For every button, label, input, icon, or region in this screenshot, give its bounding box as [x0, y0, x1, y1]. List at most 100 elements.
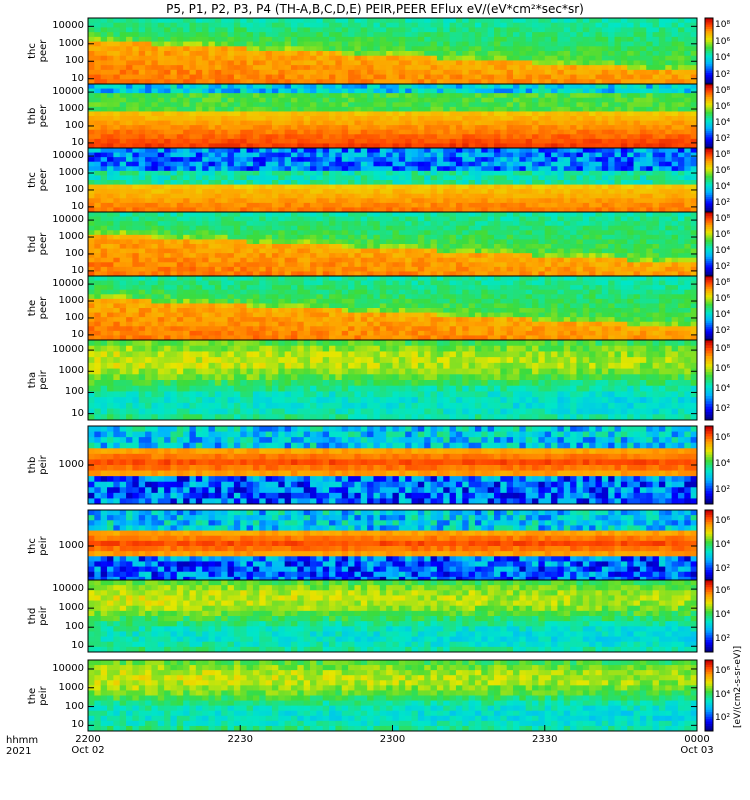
heatmap-cell — [360, 97, 368, 103]
heatmap-cell — [576, 51, 584, 57]
heatmap-cell — [208, 207, 216, 213]
heatmap-cell — [252, 161, 260, 167]
heatmap-cell — [595, 120, 603, 126]
heatmap-cell — [138, 138, 146, 144]
heatmap-cell — [487, 102, 495, 108]
heatmap-cell — [386, 157, 393, 163]
heatmap-cell — [278, 161, 286, 167]
heatmap-cell — [557, 102, 565, 108]
heatmap-cell — [608, 84, 615, 89]
heatmap-cell — [595, 27, 603, 33]
heatmap-cell — [373, 152, 381, 158]
colorbar-segment — [705, 64, 713, 67]
heatmap-cell — [195, 116, 203, 121]
heatmap-cell — [360, 60, 368, 66]
heatmap-cell — [322, 51, 330, 57]
heatmap-cell — [151, 22, 159, 28]
heatmap-cell — [252, 116, 260, 121]
heatmap-cell — [132, 55, 140, 61]
heatmap-cell — [271, 239, 279, 245]
heatmap-cell — [291, 207, 298, 213]
heatmap-cell — [544, 116, 552, 121]
heatmap-cell — [436, 55, 444, 61]
heatmap-cell — [151, 170, 159, 176]
heatmap-cell — [557, 60, 565, 66]
heatmap-cell — [627, 143, 634, 149]
heatmap-cell — [157, 18, 165, 24]
heatmap-cell — [195, 244, 203, 249]
heatmap-cell — [246, 180, 254, 185]
heatmap-cell — [449, 79, 457, 85]
heatmap-cell — [183, 166, 190, 172]
heatmap-cell — [291, 157, 298, 163]
heatmap-cell — [138, 55, 146, 61]
heatmap-cell — [227, 102, 235, 108]
heatmap-cell — [430, 60, 438, 66]
heatmap-cell — [291, 253, 298, 259]
heatmap-cell — [322, 189, 330, 195]
heatmap-cell — [532, 69, 539, 75]
heatmap-cell — [443, 125, 450, 131]
heatmap-cell — [221, 262, 228, 268]
heatmap-cell — [411, 32, 419, 38]
heatmap-cell — [329, 189, 336, 195]
heatmap-cell — [227, 193, 235, 199]
heatmap-cell — [354, 166, 362, 172]
heatmap-cell — [455, 184, 463, 190]
heatmap-cell — [113, 88, 121, 94]
heatmap-cell — [100, 79, 108, 85]
heatmap-cell — [278, 60, 286, 66]
heatmap-cell — [455, 166, 463, 172]
heatmap-cell — [310, 97, 317, 103]
heatmap-cell — [335, 134, 343, 140]
heatmap-cell — [481, 143, 489, 149]
heatmap-cell — [462, 230, 470, 236]
heatmap-cell — [601, 22, 609, 28]
heatmap-cell — [329, 193, 336, 199]
heatmap-cell — [487, 120, 495, 126]
heatmap-cell — [316, 148, 324, 153]
heatmap-cell — [468, 88, 476, 94]
heatmap-cell — [430, 170, 438, 176]
heatmap-cell — [614, 138, 622, 144]
heatmap-cell — [88, 230, 95, 236]
heatmap-cell — [417, 175, 425, 181]
heatmap-cell — [360, 41, 368, 47]
heatmap-cell — [265, 271, 273, 277]
heatmap-cell — [208, 170, 216, 176]
heatmap-cell — [519, 84, 527, 89]
heatmap-cell — [436, 266, 444, 272]
heatmap-cell — [474, 32, 482, 38]
heatmap-cell — [436, 111, 444, 117]
heatmap-cell — [411, 84, 419, 89]
heatmap-cell — [646, 22, 653, 28]
heatmap-cell — [589, 27, 596, 33]
heatmap-cell — [113, 79, 121, 85]
heatmap-cell — [677, 134, 685, 140]
heatmap-cell — [665, 88, 673, 94]
heatmap-cell — [208, 36, 216, 42]
heatmap-cell — [506, 18, 514, 24]
heatmap-cell — [183, 180, 190, 185]
colorbar-segment — [705, 31, 713, 34]
heatmap-cell — [658, 69, 666, 75]
heatmap-cell — [189, 234, 197, 240]
heatmap-cell — [119, 138, 127, 144]
heatmap-cell — [354, 60, 362, 66]
heatmap-cell — [652, 148, 660, 153]
heatmap-cell — [601, 60, 609, 66]
heatmap-cell — [570, 157, 577, 163]
heatmap-cell — [297, 234, 305, 240]
heatmap-cell — [360, 36, 368, 42]
heatmap-cell — [94, 97, 102, 103]
heatmap-cell — [94, 216, 102, 222]
heatmap-cell — [513, 111, 520, 117]
heatmap-cell — [398, 55, 406, 61]
heatmap-cell — [481, 116, 489, 121]
heatmap-cell — [487, 69, 495, 75]
heatmap-cell — [373, 120, 381, 126]
heatmap-cell — [665, 97, 673, 103]
heatmap-cell — [570, 189, 577, 195]
heatmap-cell — [113, 116, 121, 121]
heatmap-cell — [411, 198, 419, 204]
